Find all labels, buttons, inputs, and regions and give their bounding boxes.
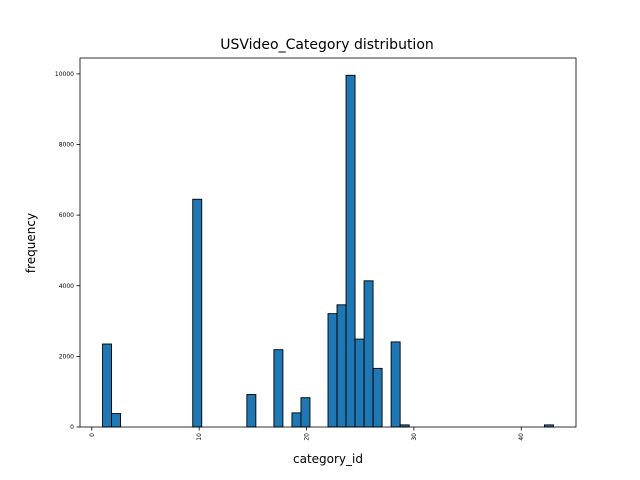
x-tick-label: 10	[196, 433, 203, 441]
bars-group	[102, 74, 554, 428]
histogram-bar	[192, 198, 203, 428]
histogram-bar	[291, 412, 302, 428]
x-tick-label: 20	[304, 433, 311, 441]
y-tick-label: 2000	[59, 353, 74, 360]
y-tick-label: 6000	[59, 212, 74, 219]
x-axis-ticks: 0 10 20 30 40	[89, 427, 525, 441]
x-tick-label: 40	[518, 433, 525, 441]
histogram-bar	[336, 304, 347, 428]
histogram-bar	[246, 394, 257, 428]
y-axis-label: frequency	[24, 213, 38, 273]
chart-title: USVideo_Category distribution	[220, 37, 434, 53]
y-tick-label: 10000	[55, 71, 74, 78]
y-axis-ticks: 0 2000 4000 6000 8000 10000	[55, 71, 80, 431]
histogram-bar	[363, 280, 374, 428]
histogram-bar	[111, 413, 122, 428]
histogram-bar	[372, 367, 383, 428]
histogram-bar	[390, 341, 401, 428]
y-tick-label: 8000	[59, 142, 74, 149]
plot-area-frame	[79, 57, 577, 428]
histogram-bar	[354, 338, 365, 428]
x-tick-label: 30	[411, 433, 418, 441]
y-tick-label: 0	[70, 424, 74, 431]
histogram-bar	[300, 397, 311, 428]
histogram-bar	[273, 349, 284, 428]
x-tick-label: 0	[89, 433, 96, 437]
histogram-bar	[345, 74, 356, 428]
x-axis-label: category_id	[293, 452, 363, 466]
y-tick-label: 4000	[59, 283, 74, 290]
histogram-bar	[327, 313, 338, 428]
histogram-bar	[102, 343, 113, 428]
